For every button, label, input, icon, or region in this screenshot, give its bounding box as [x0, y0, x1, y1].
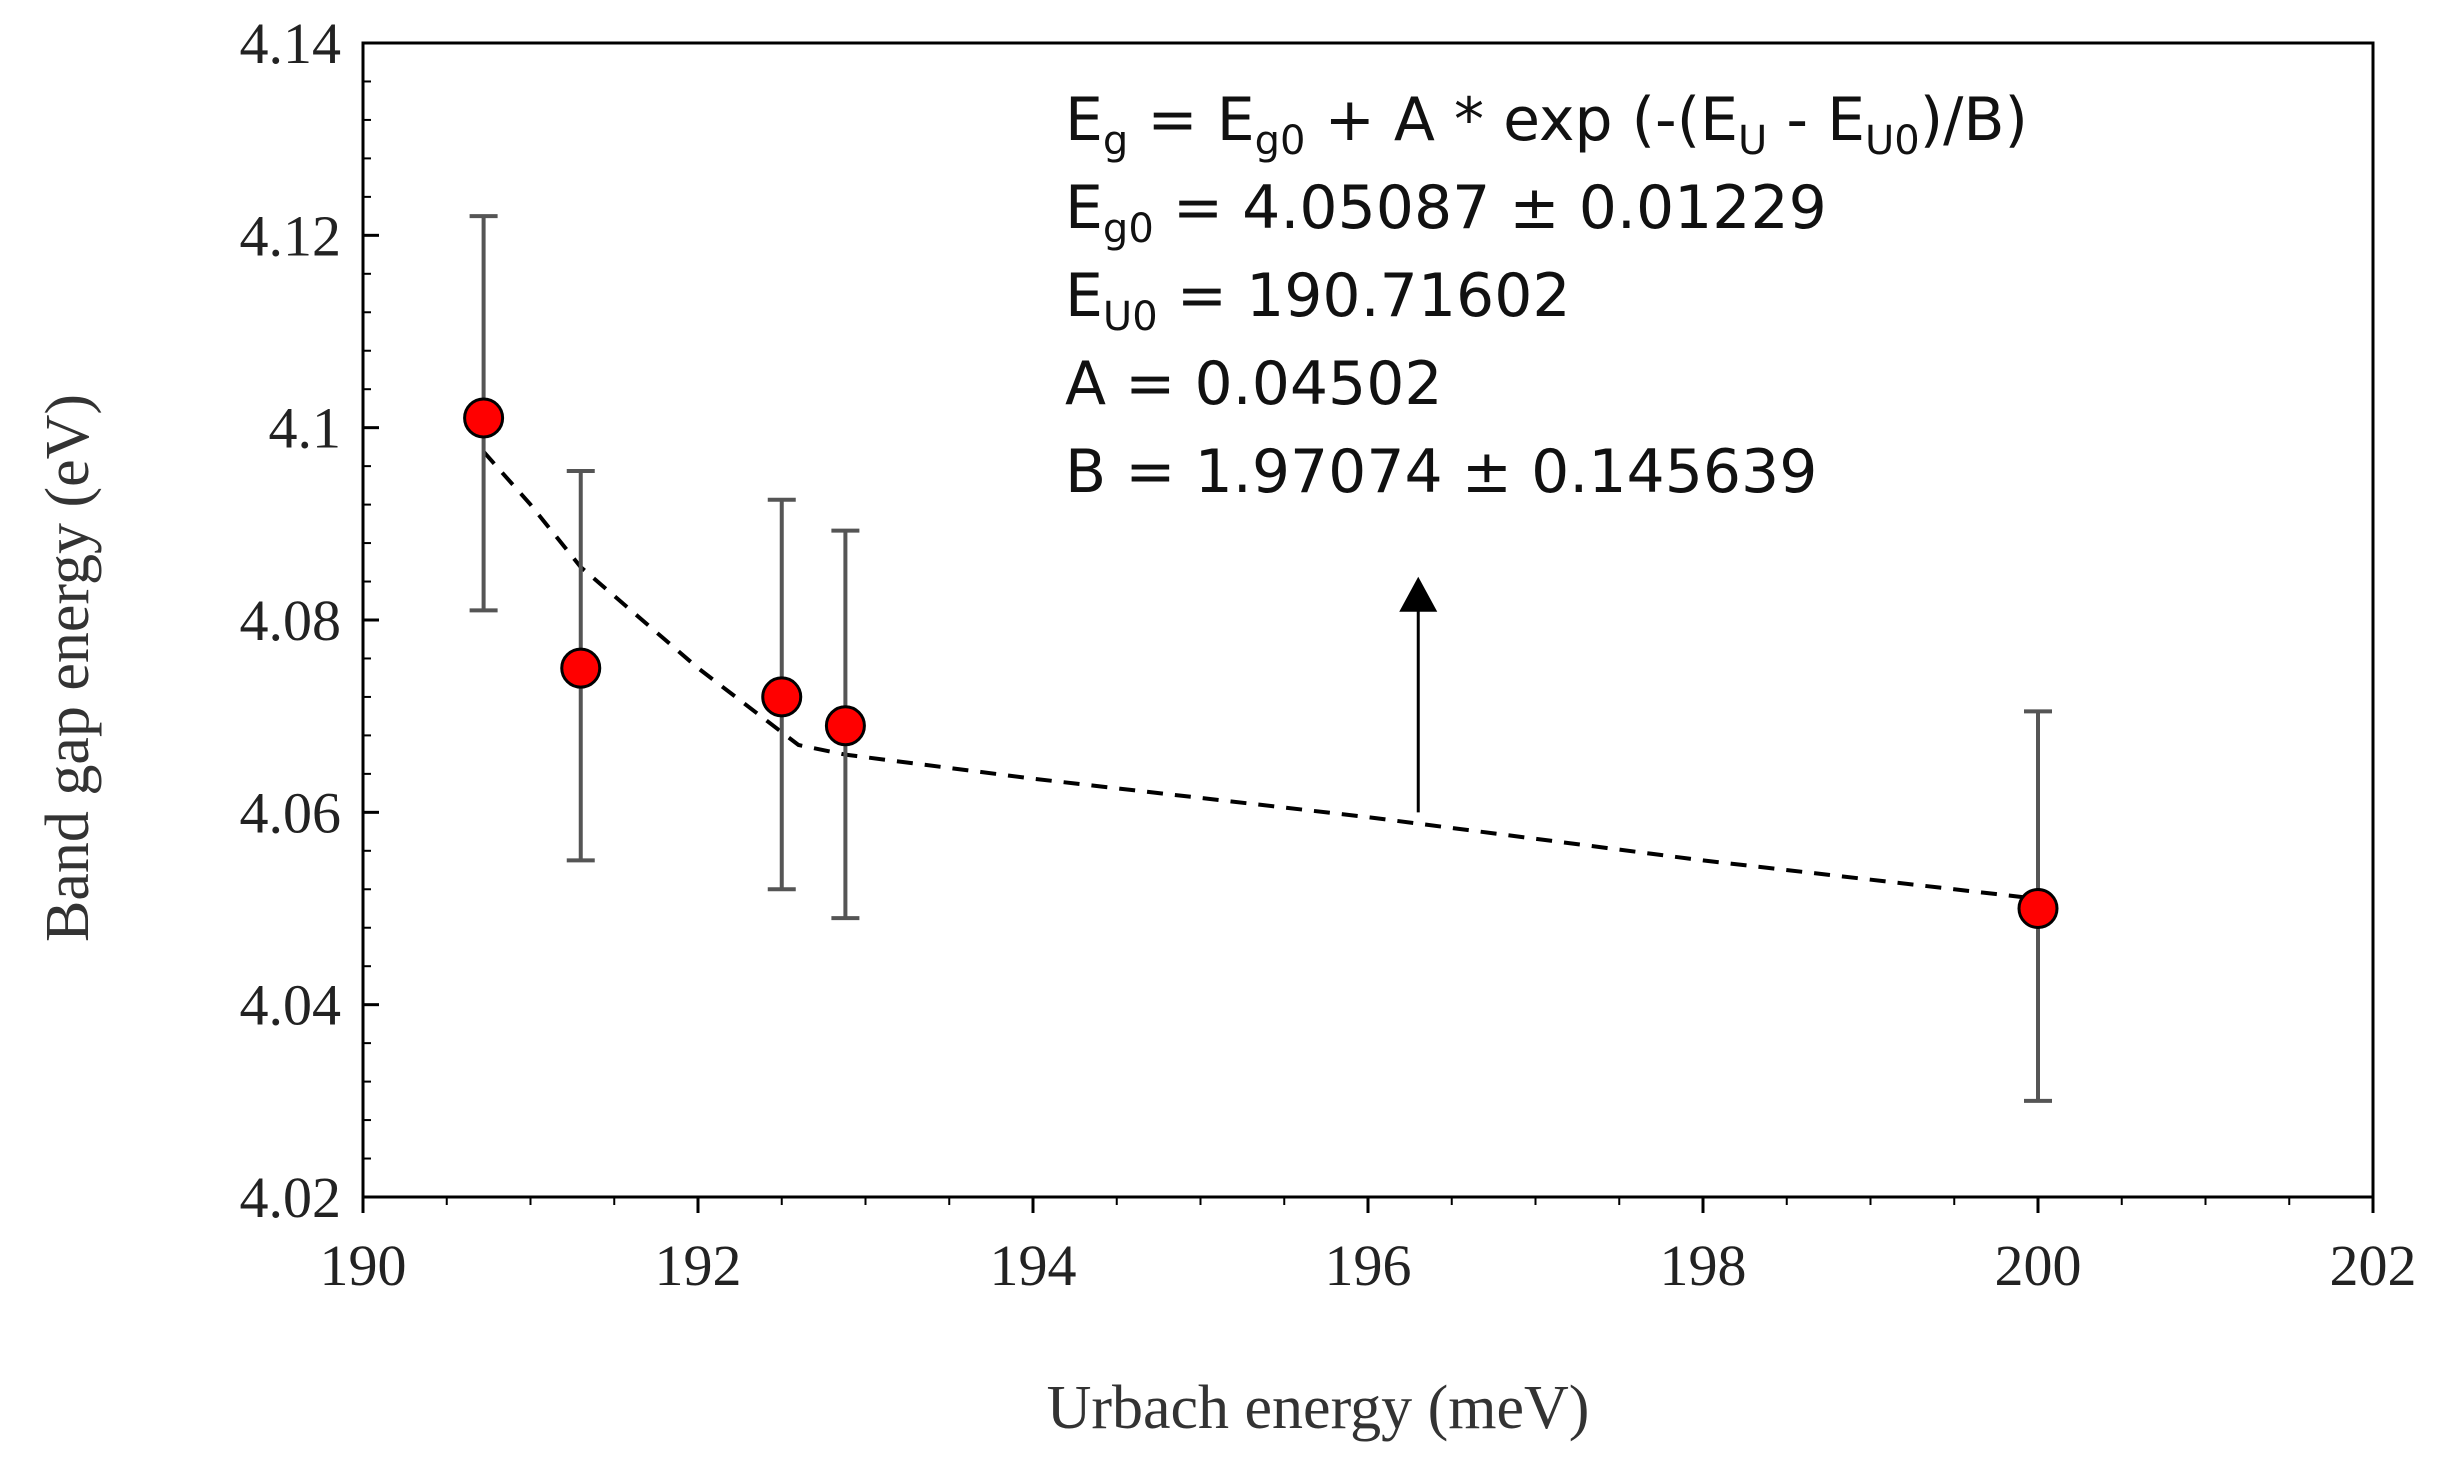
y-tick-label: 4.1	[269, 396, 342, 461]
x-tick-label: 194	[990, 1233, 1077, 1298]
y-tick-label: 4.12	[240, 203, 342, 268]
data-point	[2017, 888, 2059, 929]
fit-curve	[482, 450, 2039, 901]
y-tick-label: 4.06	[240, 780, 342, 845]
x-tick-label: 190	[320, 1233, 407, 1298]
fit-equation-block: Eg = Eg0 + A * exp (-(EU - EU0)/B) Eg0 =…	[1065, 85, 2028, 507]
data-point	[560, 647, 602, 689]
x-tick-label: 198	[1660, 1233, 1747, 1298]
fit-param-a: A = 0.04502	[1065, 349, 1443, 419]
fit-param-eu0: EU0 = 190.71602	[1065, 261, 1571, 340]
ticks	[361, 41, 2375, 1213]
fit-param-b: B = 1.97074 ± 0.145639	[1065, 437, 1817, 507]
x-tick-label: 196	[1325, 1233, 1412, 1298]
x-tick-label: 192	[655, 1233, 742, 1298]
y-tick-label: 4.14	[240, 11, 342, 76]
data-point	[761, 676, 803, 718]
y-tick-label: 4.04	[240, 973, 342, 1038]
tick-labels: 4.02 4.04 4.06 4.08 4.1 4.12 4.14 190 192 194 196 1…	[240, 11, 2417, 1298]
x-tick-label: 200	[1995, 1233, 2082, 1298]
y-axis-title: Band gap energy (eV)	[34, 394, 102, 942]
y-tick-label: 4.02	[240, 1165, 342, 1230]
fit-equation: Eg = Eg0 + A * exp (-(EU - EU0)/B)	[1065, 85, 2028, 164]
fit-param-eg0: Eg0 = 4.05087 ± 0.01229	[1065, 173, 1827, 252]
data-point	[824, 705, 866, 747]
arrow-layer	[1399, 576, 1438, 813]
y-tick-label: 4.08	[240, 588, 342, 653]
data-point	[463, 397, 505, 439]
fit-layer	[482, 450, 2039, 901]
markers	[463, 397, 2059, 929]
x-tick-label: 202	[2330, 1233, 2417, 1298]
arrow-head	[1399, 576, 1438, 612]
x-axis-title: Urbach energy (meV)	[1047, 1374, 1590, 1442]
